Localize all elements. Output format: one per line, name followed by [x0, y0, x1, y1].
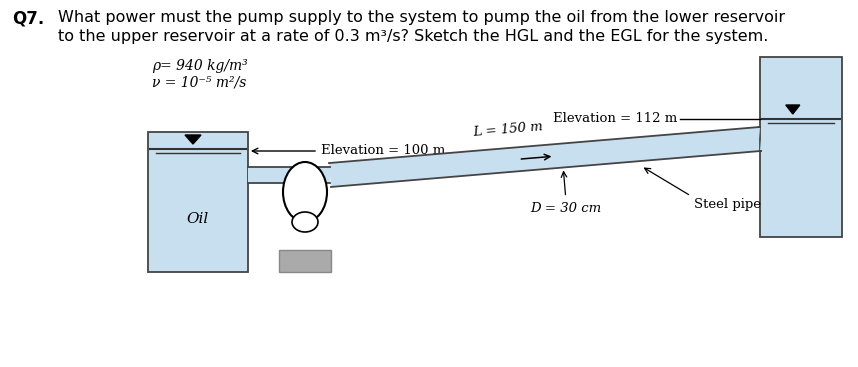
Bar: [148, 132, 248, 272]
Polygon shape: [759, 127, 761, 151]
Ellipse shape: [283, 162, 327, 222]
Text: Elevation = 112 m: Elevation = 112 m: [553, 112, 677, 124]
Polygon shape: [786, 105, 800, 114]
Text: D = 30 cm: D = 30 cm: [530, 202, 601, 215]
Text: What power must the pump supply to the system to pump the oil from the lower res: What power must the pump supply to the s…: [58, 10, 785, 25]
Polygon shape: [329, 127, 761, 187]
Polygon shape: [185, 135, 201, 144]
Ellipse shape: [292, 212, 318, 232]
Text: Q7.: Q7.: [12, 10, 45, 28]
Bar: [760, 57, 842, 237]
Text: Steel pipe: Steel pipe: [694, 198, 761, 211]
Text: Elevation = 100 m: Elevation = 100 m: [321, 143, 445, 156]
Text: ρ= 940 kg/m³: ρ= 940 kg/m³: [152, 59, 248, 73]
Bar: [279, 250, 331, 272]
Text: to the upper reservoir at a rate of 0.3 m³/s? Sketch the HGL and the EGL for the: to the upper reservoir at a rate of 0.3 …: [58, 29, 769, 44]
Text: ν = 10⁻⁵ m²/s: ν = 10⁻⁵ m²/s: [152, 75, 246, 89]
Text: Oil: Oil: [187, 212, 209, 226]
Text: L = 150 m: L = 150 m: [473, 121, 544, 139]
Bar: [248, 167, 330, 183]
